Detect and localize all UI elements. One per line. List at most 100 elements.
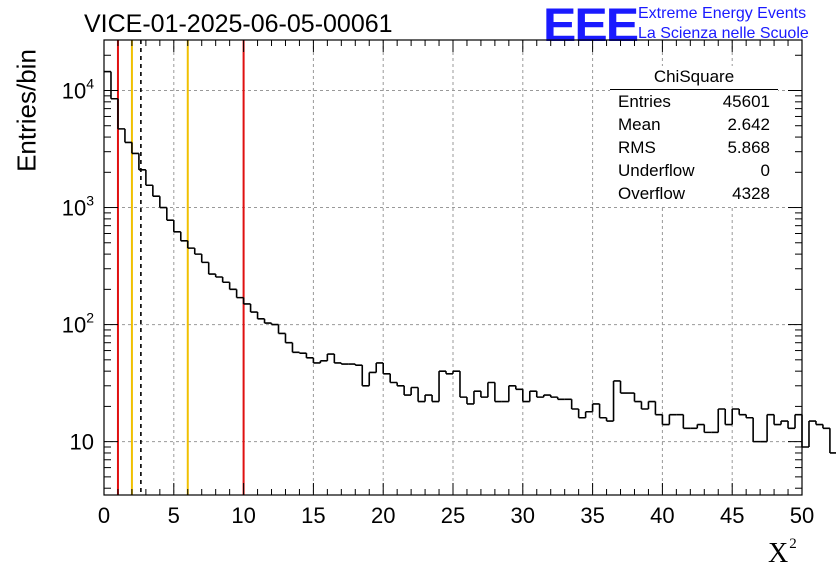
histogram-bin (647, 400, 656, 410)
histogram-bin (591, 403, 600, 412)
histogram-bin (787, 421, 796, 430)
histogram-bin (138, 153, 146, 171)
x-tick-label: 35 (580, 503, 604, 528)
histogram-bin (312, 357, 321, 364)
histogram-bin (696, 423, 705, 429)
x-tick-label: 40 (650, 503, 674, 528)
histogram-bin (291, 342, 300, 354)
histogram-bin (445, 371, 453, 375)
histogram-bin (152, 185, 160, 197)
chart-title: VICE-01-2025-06-05-00061 (84, 10, 393, 38)
plot-frame (103, 39, 803, 496)
stats-value: 45601 (722, 92, 770, 111)
histogram-bin (731, 408, 740, 425)
histogram-bin (766, 413, 775, 442)
y-tick-label: 102 (62, 310, 94, 338)
histogram-bin (396, 382, 405, 387)
histogram-bin (193, 248, 202, 255)
x-tick-label: 45 (720, 503, 744, 528)
histogram-bin (256, 312, 265, 320)
histogram-bin (389, 373, 398, 384)
histogram-bin (459, 371, 467, 398)
x-tick-label: 50 (790, 503, 814, 528)
histogram-bin (131, 142, 139, 155)
stats-label: Entries (618, 92, 671, 111)
histogram-bin (431, 395, 440, 403)
histogram-bin (200, 254, 209, 264)
y-tick-label: 103 (62, 193, 94, 221)
histogram-bin (598, 403, 607, 419)
stats-box: ChiSquare Entries 45601 Mean 2.642 RMS 5.86… (610, 66, 778, 205)
stats-label: Underflow (618, 161, 695, 180)
eee-logo: EEE (543, 0, 639, 52)
histogram-bin (473, 390, 481, 404)
x-tick-label: 20 (371, 503, 395, 528)
histogram-bin (822, 424, 830, 430)
stats-row: Underflow 0 (610, 159, 778, 182)
histogram-bin (535, 391, 544, 398)
histogram-bin (124, 128, 132, 144)
y-tick-exponent: 4 (86, 75, 94, 91)
x-tick-label: 5 (168, 503, 180, 528)
histogram-bin (542, 394, 551, 398)
histogram-bin (207, 262, 216, 275)
x-tick-label: 30 (511, 503, 535, 528)
y-tick-base: 10 (62, 313, 86, 338)
histogram-bin (549, 395, 558, 398)
stats-row: RMS 5.868 (610, 136, 778, 159)
histogram-bin (117, 98, 125, 130)
stats-value: 2.642 (727, 115, 770, 134)
y-tick-base: 10 (62, 78, 86, 103)
y-tick-base: 10 (62, 196, 86, 221)
histogram-bin (494, 382, 502, 403)
x-axis-label-base: X (768, 538, 789, 569)
histogram-bin (319, 360, 328, 363)
histogram-bin (110, 71, 118, 100)
stats-label: Mean (618, 115, 661, 134)
histogram-bin (773, 414, 782, 426)
x-axis-label-exponent: 2 (789, 536, 797, 552)
stats-value: 5.868 (727, 138, 770, 157)
histogram-bin (654, 401, 663, 416)
logo-line-1: Extreme Energy Events (638, 5, 807, 22)
x-tick-label: 25 (441, 503, 465, 528)
marker-lines (116, 40, 245, 495)
histogram-bin (298, 352, 307, 354)
histogram-bin (145, 169, 153, 187)
histogram-bin (584, 410, 593, 418)
stats-row: Overflow 4328 (610, 182, 778, 205)
histogram-bin (382, 362, 391, 375)
histogram-bin (717, 408, 726, 433)
histogram-bin (801, 414, 809, 448)
histogram-bin (340, 362, 349, 365)
histogram-bin (242, 297, 251, 305)
histogram-bin (619, 380, 628, 394)
histogram-bin (186, 240, 195, 249)
y-tick-exponent: 2 (86, 310, 94, 326)
histogram-bin (556, 397, 565, 401)
histogram-bin (354, 364, 363, 366)
stats-label: Overflow (618, 184, 686, 203)
histogram-bin (815, 421, 823, 426)
histogram-bin (417, 387, 426, 403)
histogram-bin (221, 277, 230, 284)
histogram-bin (633, 393, 642, 403)
stats-value: 4328 (732, 184, 770, 203)
y-tick-exponent: 3 (86, 193, 94, 209)
x-tick-labels: 0 5 10 15 20 25 30 35 40 45 50 (98, 503, 814, 528)
histogram-bin (361, 365, 370, 387)
histogram-bin (284, 333, 293, 344)
histogram-bin (326, 353, 335, 361)
histogram-bin (173, 220, 181, 233)
histogram-bin (703, 424, 712, 434)
histogram-bin (577, 409, 586, 419)
histogram-bin (424, 394, 433, 402)
histogram-bin (214, 274, 223, 278)
histogram-bin (724, 409, 733, 426)
histogram-bin (515, 385, 523, 391)
histogram-bin (375, 362, 384, 373)
y-tick-label: 104 (62, 75, 94, 103)
histogram-bin (668, 413, 677, 425)
x-axis-label: X2 (768, 536, 797, 570)
histogram-bin (605, 417, 614, 422)
